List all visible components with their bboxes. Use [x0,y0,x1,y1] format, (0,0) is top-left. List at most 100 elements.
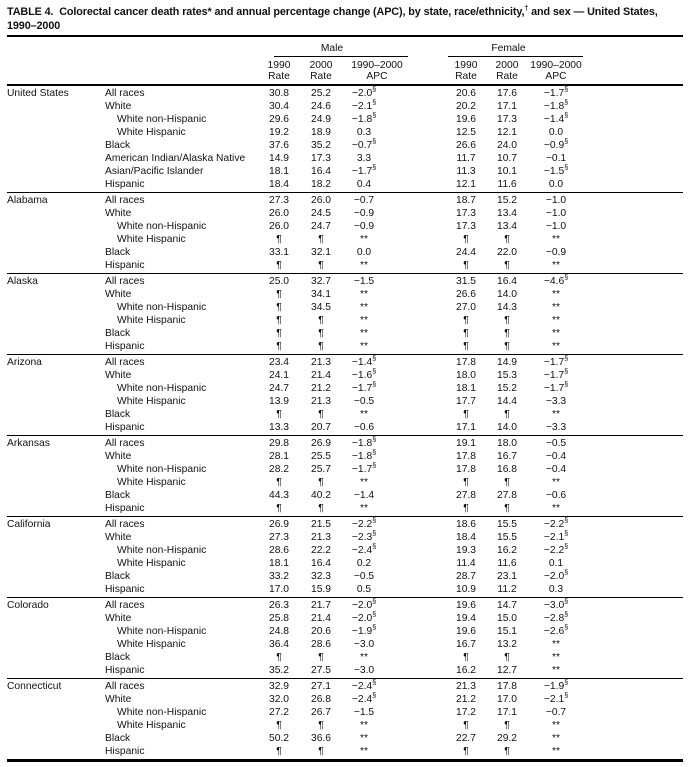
cell-female-2000-rate: 17.6 [496,88,518,99]
cell-female-apc: ** [551,503,560,514]
cell-trailing-space [584,437,683,450]
section-footnote-marker: § [372,138,377,146]
cell-race-ethnicity: White [105,208,132,219]
cell-trailing-space [584,476,683,489]
cell-female-apc: −0.9 [545,247,567,258]
cell-female-1990-rate: 19.1 [455,438,477,449]
cell-group-gap [412,220,446,233]
cell-male-1990-rate: 24.8 [268,626,290,637]
cell-male-1990-rate: 44.3 [268,490,290,501]
cell-group-gap [412,502,446,515]
cell-race-ethnicity: Hispanic [105,584,145,595]
cell-trailing-space [584,382,683,395]
cell-state [7,233,96,246]
cell-male-2000-rate: 26.0 [310,195,332,206]
cell-race-ethnicity: Hispanic [105,341,145,352]
cell-race-ethnicity: White Hispanic [117,477,186,488]
cell-race-ethnicity: White Hispanic [117,558,186,569]
table-row: White non-Hispanic 24.7 21.2 −1.7§ 18.1 15.2 −… [7,382,683,395]
table-row: White 27.3 21.3 −2.3§ 18.4 15.5 −2.1§ [7,531,683,544]
cell-state [7,570,96,583]
section-footnote-marker: § [372,164,377,172]
cell-trailing-space [584,340,683,353]
table-row: California All races 26.9 21.5 −2.2§ 18.6 15.5… [7,518,683,531]
cell-male-apc: −2.0§ [351,611,377,624]
cell-male-2000-rate: 18.2 [310,179,332,190]
cell-female-apc: −1.0 [545,221,567,232]
cell-male-1990-rate: 18.1 [268,166,290,177]
table-row: White 30.4 24.6 −2.1§ 20.2 17.1 −1.8§ [7,100,683,113]
cell-female-apc: ** [551,409,560,420]
table-row: White 25.8 21.4 −2.0§ 19.4 15.0 −2.8§ [7,612,683,625]
cell-male-2000-rate: 27.1 [310,681,332,692]
cell-race-ethnicity: White [105,289,132,300]
cell-trailing-space [584,288,683,301]
cell-group-gap [412,570,446,583]
state-section: California All races 26.9 21.5 −2.2§ 18.6 15.5… [7,517,683,598]
cell-male-2000-rate: 24.5 [310,208,332,219]
cell-state [7,288,96,301]
cell-male-1990-rate: 29.6 [268,114,290,125]
cell-race-ethnicity: American Indian/Alaska Native [105,153,246,164]
cell-trailing-space [584,275,683,288]
cell-male-1990-rate: 13.9 [268,396,290,407]
cell-group-gap [412,706,446,719]
cell-male-apc: −1.7§ [351,462,377,475]
cell-male-2000-rate: 15.9 [310,584,332,595]
table-row: Alabama All races 27.3 26.0 −0.7 18.7 15.2 −1.0 [7,194,683,207]
cell-male-2000-rate: ¶ [318,652,324,663]
cell-female-1990-rate: 11.4 [456,558,476,569]
cell-male-2000-rate: ¶ [318,315,324,326]
cell-female-apc: −1.7§ [543,381,569,394]
table-row: Black 33.1 32.1 0.0 24.4 22.0 −0.9 [7,246,683,259]
cell-state [7,327,96,340]
section-footnote-marker: § [372,543,377,551]
cell-male-1990-rate: ¶ [276,503,282,514]
table-row: American Indian/Alaska Native 14.9 17.3 3.3… [7,152,683,165]
cell-male-1990-rate: 13.3 [268,422,290,433]
cell-male-apc: ** [359,234,368,245]
cell-trailing-space [584,518,683,531]
cell-female-apc: 0.0 [548,179,564,190]
cell-male-apc: −1.8§ [351,449,377,462]
cell-female-apc: ** [551,746,560,757]
cell-male-1990-rate: 19.2 [268,127,290,138]
cell-race-ethnicity: White non-Hispanic [117,707,207,718]
cell-group-gap [412,531,446,544]
cell-group-gap [412,664,446,677]
cell-state [7,395,96,408]
cell-male-1990-rate: 32.0 [268,694,290,705]
cell-race-ethnicity: All races [105,195,145,206]
cell-state [7,246,96,259]
section-footnote-marker: § [564,517,569,525]
cell-male-2000-rate: 25.7 [310,464,332,475]
cell-female-2000-rate: 16.7 [496,451,518,462]
cell-female-apc: −3.0§ [543,598,569,611]
section-footnote-marker: § [372,462,377,470]
cell-male-apc: −2.4§ [351,692,377,705]
cell-male-apc: ** [359,733,368,744]
header-rule-divider [7,84,683,86]
cell-male-2000-rate: 21.3 [310,532,332,543]
table-row: Arizona All races 23.4 21.3 −1.4§ 17.8 14.9 −1.… [7,356,683,369]
cell-state [7,625,96,638]
cell-group-gap [412,382,446,395]
cell-race-ethnicity: Hispanic [105,260,145,271]
cell-female-apc: −2.1§ [543,692,569,705]
cell-male-1990-rate: 18.1 [268,558,290,569]
cell-race-ethnicity: White Hispanic [117,127,186,138]
cell-state [7,100,96,113]
cell-male-2000-rate: 32.7 [310,276,332,287]
cell-trailing-space [584,301,683,314]
cell-male-1990-rate: ¶ [276,302,282,313]
cell-male-2000-rate: 17.3 [310,153,332,164]
header-female-apc: 1990–2000 APC [528,60,584,82]
cell-state: Colorado [7,600,49,611]
cell-group-gap [412,194,446,207]
cell-female-2000-rate: 16.8 [496,464,518,475]
cell-state [7,207,96,220]
cell-male-1990-rate: ¶ [276,234,282,245]
table-row: Black 44.3 40.2 −1.4 27.8 27.8 −0.6 [7,489,683,502]
cell-female-1990-rate: 10.9 [455,584,477,595]
